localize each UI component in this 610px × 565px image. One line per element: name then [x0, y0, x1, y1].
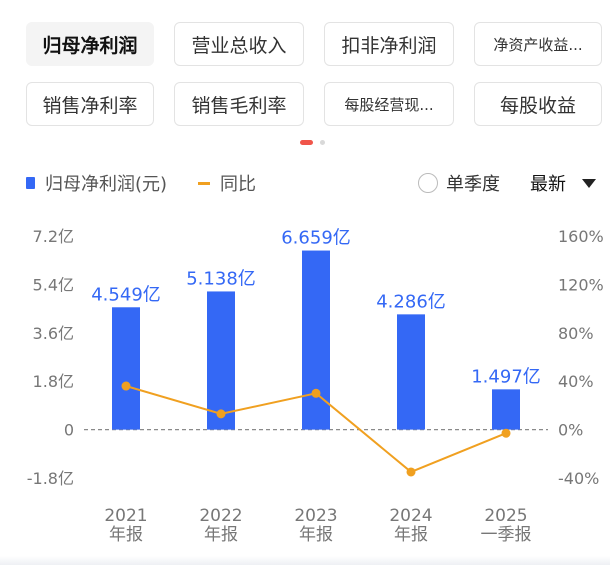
x-tick-year: 2024: [389, 506, 432, 526]
x-tick-period: 年报: [109, 525, 143, 545]
right-tick-label: 40%: [558, 372, 594, 391]
bar-swatch-icon: [26, 177, 35, 189]
bar-value-label: 4.549亿: [91, 284, 161, 305]
tab-operating-cashflow-per-share[interactable]: 每股经营现...: [324, 82, 454, 126]
tab-gross-margin[interactable]: 销售毛利率: [174, 82, 304, 126]
legend-net-profit-label: 归母净利润(元): [45, 174, 168, 195]
right-tick-label: 80%: [558, 324, 594, 343]
x-tick-year: 2023: [294, 506, 337, 526]
bar: [207, 291, 235, 430]
right-tick-label: 0%: [558, 421, 583, 440]
tab-net-profit[interactable]: 归母净利润: [26, 22, 154, 66]
x-tick-year: 2025: [484, 506, 527, 526]
yoy-point: [501, 428, 511, 438]
sort-dropdown-label: 最新: [530, 174, 566, 195]
bar-value-label: 5.138亿: [186, 268, 256, 289]
caret-down-icon: [582, 178, 596, 188]
bottom-edge: [0, 556, 610, 565]
x-tick-year: 2022: [199, 506, 242, 526]
right-tick-label: 160%: [558, 227, 604, 246]
line-swatch-icon: [198, 181, 210, 185]
legend-yoy[interactable]: 同比: [198, 170, 256, 196]
yoy-point: [406, 467, 416, 477]
tab-eps[interactable]: 每股收益: [474, 82, 602, 126]
bar: [302, 250, 330, 430]
yoy-point: [121, 381, 131, 391]
bar: [492, 389, 520, 430]
bar-value-label: 6.659亿: [281, 228, 351, 249]
left-tick-label: 7.2亿: [33, 227, 74, 246]
yoy-point: [216, 409, 226, 419]
x-tick-period: 一季报: [481, 525, 532, 545]
left-tick-label: -1.8亿: [27, 469, 74, 488]
left-tick-label: 1.8亿: [33, 372, 74, 391]
tab-total-revenue[interactable]: 营业总收入: [174, 22, 304, 66]
sort-dropdown[interactable]: 最新: [530, 170, 596, 196]
tab-roe[interactable]: 净资产收益...: [474, 22, 602, 66]
left-tick-label: 3.6亿: [33, 324, 74, 343]
page-dot-active[interactable]: [300, 140, 313, 145]
bar-value-label: 4.286亿: [376, 291, 446, 312]
left-tick-label: 0: [64, 421, 74, 440]
tab-net-margin[interactable]: 销售净利率: [26, 82, 154, 126]
x-tick-period: 年报: [299, 525, 333, 545]
radio-unchecked-icon[interactable]: [418, 173, 438, 193]
x-tick-year: 2021: [104, 506, 147, 526]
left-tick-label: 5.4亿: [33, 275, 74, 294]
bar-value-label: 1.497亿: [471, 366, 541, 387]
bar: [112, 307, 140, 430]
x-tick-period: 年报: [204, 525, 238, 545]
right-tick-label: 120%: [558, 275, 604, 294]
legend-net-profit[interactable]: 归母净利润(元): [26, 170, 167, 196]
tab-deducted-net-profit[interactable]: 扣非净利润: [324, 22, 454, 66]
right-tick-label: -40%: [558, 469, 599, 488]
yoy-point: [311, 388, 321, 398]
x-tick-period: 年报: [394, 525, 428, 545]
bar: [397, 314, 425, 430]
quarter-toggle[interactable]: 单季度: [418, 170, 500, 196]
legend-yoy-label: 同比: [220, 174, 256, 195]
page-dot[interactable]: [320, 140, 325, 145]
net-profit-chart: 7.2亿 5.4亿 3.6亿 1.8亿 0 -1.8亿 160% 120% 80% 40% 0% -4…: [27, 227, 604, 545]
quarter-toggle-label: 单季度: [446, 174, 500, 195]
